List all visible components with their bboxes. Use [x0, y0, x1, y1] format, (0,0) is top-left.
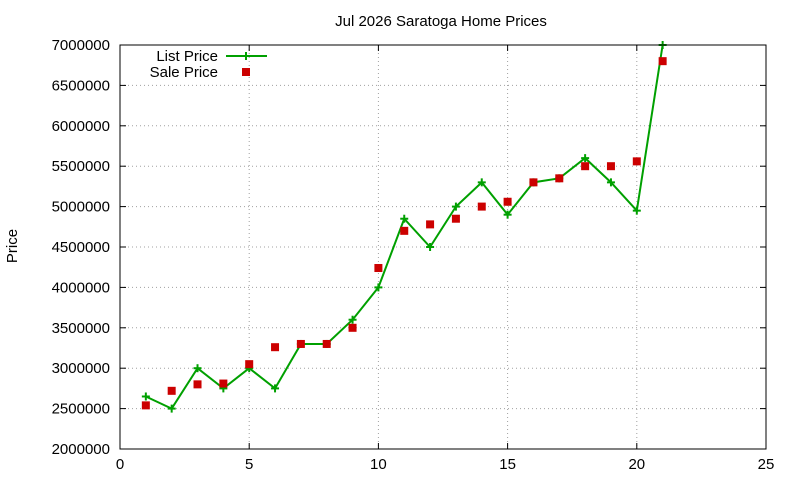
sale-price-point: [219, 379, 228, 388]
sale-price-point: [322, 339, 331, 348]
list-price-point: [141, 392, 150, 401]
sale-price-point: [581, 162, 590, 171]
list-price-point: [348, 315, 357, 324]
list-price-point: [193, 364, 202, 373]
sale-price-point: [348, 323, 357, 332]
list-price-point: [477, 178, 486, 187]
gridlines: [120, 45, 766, 449]
x-tick-label: 25: [758, 456, 775, 473]
sale-price-point: [167, 386, 176, 395]
list-price-point: [426, 243, 435, 251]
chart-title: Jul 2026 Saratoga Home Prices: [335, 13, 547, 30]
legend-square-swatch: [242, 68, 250, 76]
list-price-point: [271, 384, 280, 393]
y-tick-label: 5500000: [52, 158, 110, 175]
list-price-point: [503, 210, 512, 219]
sale-price-point: [555, 174, 564, 183]
sale-price-point: [400, 226, 409, 235]
sale-price-point: [477, 202, 486, 211]
list-price-point: [581, 154, 590, 163]
y-tick-label: 3000000: [52, 360, 110, 377]
sale-price-point: [426, 220, 435, 229]
y-tick-label: 6500000: [52, 77, 110, 94]
y-tick-label: 2000000: [52, 441, 110, 458]
sale-price-point: [271, 343, 280, 352]
list-price-point: [606, 178, 615, 187]
sale-price-point: [245, 360, 254, 369]
sale-price-series: [141, 57, 667, 410]
sale-price-point: [529, 178, 538, 187]
y-tick-label: 2500000: [52, 401, 110, 418]
sale-price-point: [193, 380, 202, 389]
y-tick-label: 4000000: [52, 279, 110, 296]
y-tick-label: 4500000: [52, 239, 110, 256]
y-axis-label: Price: [4, 229, 21, 263]
plot-frame: [119, 44, 767, 450]
sale-price-point: [658, 57, 667, 66]
list-price-line: [145, 44, 664, 410]
list-price-point: [400, 214, 409, 223]
axis-ticks: 0 5 10 15 20 25 2000000 2500000 3000000 3500000 40…: [52, 37, 775, 473]
list-price-point: [632, 206, 641, 215]
sale-price-point: [606, 162, 615, 171]
sale-price-point: [632, 157, 641, 166]
list-price-point: [167, 404, 176, 413]
list-price-series: [141, 41, 667, 413]
x-tick-label: 5: [245, 456, 253, 473]
list-price-point: [374, 283, 383, 292]
y-tick-label: 5000000: [52, 199, 110, 216]
x-tick-label: 15: [499, 456, 516, 473]
sale-price-point: [374, 264, 383, 273]
legend-label: List Price: [156, 48, 218, 65]
y-tick-label: 3500000: [52, 320, 110, 337]
sale-price-point: [451, 214, 460, 223]
sale-price-point: [141, 401, 150, 410]
x-tick-label: 20: [628, 456, 645, 473]
y-tick-label: 6000000: [52, 118, 110, 135]
x-tick-label: 0: [116, 456, 124, 473]
legend-plus-swatch: [242, 52, 250, 60]
sale-price-point: [503, 197, 512, 206]
y-tick-label: 7000000: [52, 37, 110, 54]
legend-label: Sale Price: [150, 64, 218, 81]
list-price-point: [451, 202, 460, 211]
x-tick-label: 10: [370, 456, 387, 473]
sale-price-point: [296, 339, 305, 348]
